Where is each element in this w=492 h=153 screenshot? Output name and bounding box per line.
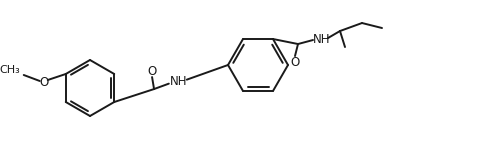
Text: O: O <box>39 75 48 88</box>
Text: NH: NH <box>170 75 187 88</box>
Text: O: O <box>148 65 156 78</box>
Text: CH₃: CH₃ <box>0 65 20 75</box>
Text: NH: NH <box>313 33 331 46</box>
Text: O: O <box>290 56 300 69</box>
